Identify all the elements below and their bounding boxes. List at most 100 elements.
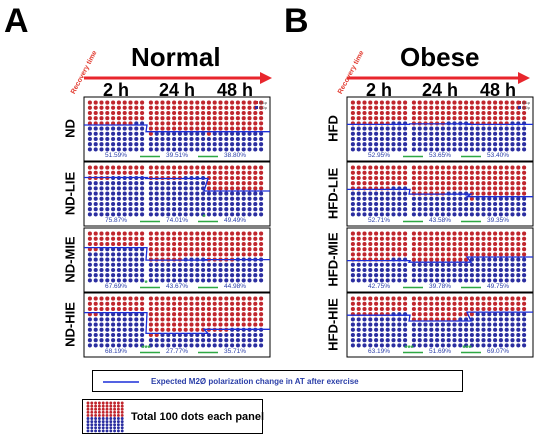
panel-b-dot: [385, 131, 390, 136]
panel-b-dot: [403, 105, 408, 110]
legend-dots-box: Total 100 dots each panel: [82, 399, 265, 434]
panel-a-dot: [166, 100, 171, 105]
panel-a-dot: [195, 267, 200, 273]
panel-b-dot: [356, 181, 361, 186]
panel-b-dot: [498, 267, 503, 273]
legend-dot: [105, 429, 109, 433]
panel-a-dot: [212, 236, 217, 241]
panel-a-dot: [206, 201, 211, 207]
legend-dot: [90, 429, 94, 433]
panel-b-dot: [458, 278, 463, 283]
panel-a-dot: [128, 252, 133, 257]
panel-b-dot: [458, 296, 463, 301]
panel-b-dot: [417, 231, 422, 236]
panel-a-dot: [172, 201, 177, 207]
panel-a-dot: [160, 236, 165, 241]
panel-b-dot: [504, 236, 509, 241]
panel-a-dot: [148, 231, 153, 236]
panel-a-dot: [201, 131, 206, 136]
panel-b-dot: [452, 100, 457, 105]
panel-a-dot: [189, 231, 194, 236]
panel-a-dot: [206, 116, 211, 121]
panel-a-dot: [134, 100, 139, 105]
panel-a-dot: [235, 273, 240, 278]
panel-b-dot: [522, 201, 527, 207]
panel-b-pct-3-2: 69.07%: [486, 348, 510, 355]
panel-b-legend-m2-swatch: [518, 106, 521, 109]
panel-b-dot: [481, 338, 486, 343]
panel-a-dot: [183, 306, 188, 312]
panel-b-dot: [385, 267, 390, 273]
panel-b-dot: [487, 116, 492, 121]
panel-b-dot: [423, 332, 428, 338]
panel-b-dot: [446, 170, 451, 175]
panel-b-dot: [374, 317, 379, 322]
panel-a-time-arrow-head: [260, 72, 272, 84]
panel-b-dot: [403, 296, 408, 301]
panel-a-dot: [172, 165, 177, 170]
panel-b-dot: [374, 110, 379, 116]
panel-b-dot: [417, 116, 422, 121]
panel-a-dot: [105, 327, 110, 332]
panel-b-time-header-2: 48 h: [479, 80, 517, 100]
panel-a-dot: [235, 191, 240, 196]
panel-b-dot: [469, 332, 474, 338]
legend-dot: [109, 401, 113, 405]
panel-a-dot: [160, 212, 165, 217]
panel-b-dot: [411, 241, 416, 247]
panel-a-dot: [253, 278, 258, 283]
panel-b-dot: [403, 327, 408, 332]
panel-b-dot: [385, 170, 390, 175]
panel-b-pct-2-0: 42.75%: [367, 283, 391, 290]
panel-b-dot: [516, 301, 521, 306]
panel-a-dot: [154, 100, 159, 105]
panel-a-dot: [247, 236, 252, 241]
panel-b-dot: [356, 262, 361, 267]
panel-b-dot: [481, 191, 486, 196]
panel-b-dot: [417, 126, 422, 131]
panel-a-dot: [111, 207, 116, 212]
panel-b-dot: [504, 317, 509, 322]
panel-a-dot: [206, 247, 211, 252]
panel-a-dot: [212, 338, 217, 343]
panel-b-dot: [350, 247, 355, 252]
panel-a-dot: [87, 142, 92, 147]
panel-b-dot: [446, 247, 451, 252]
panel-a-dot: [87, 317, 92, 322]
panel-a-dot: [105, 262, 110, 267]
panel-b-dot: [385, 306, 390, 312]
panel-b-dot: [464, 207, 469, 212]
panel-b-dot: [452, 241, 457, 247]
panel-a-dot: [140, 301, 145, 306]
panel-a-dot: [224, 142, 229, 147]
panel-a-dot: [259, 267, 264, 273]
panel-b-dot: [493, 147, 498, 152]
panel-a-dot: [235, 147, 240, 152]
panel-a-dot: [212, 147, 217, 152]
panel-b-dot: [452, 262, 457, 267]
panel-b-dot: [464, 343, 469, 348]
panel-b-dot: [429, 100, 434, 105]
panel-b-dot: [423, 147, 428, 152]
panel-b-dot: [481, 175, 486, 181]
panel-a-dot: [128, 212, 133, 217]
legend-dot: [120, 404, 124, 408]
panel-b-dot: [350, 142, 355, 147]
panel-b-dot: [458, 100, 463, 105]
panel-b-dot: [469, 136, 474, 142]
panel-a-dot: [247, 278, 252, 283]
panel-a-dot: [212, 252, 217, 257]
panel-b-dot: [487, 207, 492, 212]
legend-dots-text: Total 100 dots each panel: [131, 411, 265, 423]
panel-a-dot: [253, 186, 258, 191]
panel-b-dot: [487, 241, 492, 247]
panel-b-dot: [440, 262, 445, 267]
panel-b-dot: [452, 296, 457, 301]
panel-a-dot: [172, 147, 177, 152]
panel-b-dot: [475, 338, 480, 343]
panel-b-dot: [498, 278, 503, 283]
panel-b-dot: [374, 212, 379, 217]
panel-b-dot: [475, 343, 480, 348]
panel-b-dot: [464, 257, 469, 262]
panel-a-dot: [195, 241, 200, 247]
